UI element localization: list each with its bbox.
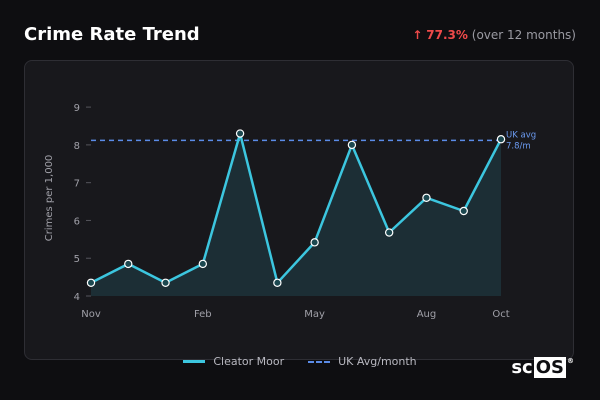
x-axis: Nov Feb May Aug Oct [81, 309, 509, 320]
data-point[interactable] [86, 278, 96, 287]
legend-label: Cleator Moor [213, 355, 285, 368]
uk-average-label: UK avg [506, 130, 536, 140]
legend-swatch-solid [183, 360, 206, 363]
y-tick-label: 6 [74, 216, 80, 227]
brand-logo: sc OS ® [511, 357, 574, 378]
brand-prefix: sc [511, 357, 533, 378]
brand-boxed: OS [533, 357, 566, 378]
data-point[interactable] [235, 129, 245, 138]
data-point[interactable] [422, 193, 431, 202]
data-point[interactable] [198, 259, 208, 269]
change-percent: 77.3% [426, 28, 468, 42]
y-tick-label: 8 [74, 141, 80, 152]
y-tick-label: 9 [74, 103, 80, 114]
x-tick-label: Aug [417, 309, 437, 320]
x-tick-label: May [304, 309, 325, 320]
data-point[interactable] [347, 140, 357, 150]
chart-panel [24, 60, 574, 360]
y-axis-label: Crimes per 1,000 [44, 155, 55, 242]
data-point[interactable] [273, 278, 282, 287]
change-period: (over 12 months) [471, 28, 576, 42]
y-tick-label: 4 [74, 292, 80, 303]
data-point[interactable] [496, 135, 506, 144]
change-indicator: ↑ 77.3% (over 12 months) [412, 28, 576, 42]
x-tick-label: Feb [194, 309, 212, 320]
data-point[interactable] [161, 278, 170, 287]
data-point[interactable] [384, 228, 394, 237]
uk-average-value-label: 7.8/m [506, 141, 531, 151]
x-tick-label: Nov [81, 309, 101, 320]
data-point[interactable] [310, 238, 319, 247]
series-area [91, 133, 501, 296]
registered-mark: ® [567, 357, 574, 365]
legend-item-cleator-moor[interactable]: Cleator Moor [183, 355, 284, 368]
data-point[interactable] [124, 259, 133, 269]
y-axis: 4 5 6 7 8 9 [74, 103, 91, 303]
up-arrow-icon: ↑ [412, 28, 423, 42]
legend-item-uk-average[interactable]: UK Avg/month [308, 355, 417, 368]
y-tick-label: 7 [74, 179, 80, 190]
series-line-cleator-moor [90, 132, 503, 285]
legend: Cleator Moor UK Avg/month [0, 355, 600, 368]
data-point[interactable] [459, 206, 468, 216]
x-tick-label: Oct [492, 309, 509, 320]
data-points [86, 129, 506, 287]
chart-title: Crime Rate Trend [24, 24, 200, 45]
legend-swatch-dashed [308, 360, 331, 363]
y-tick-label: 5 [74, 254, 80, 265]
legend-label: UK Avg/month [338, 355, 417, 368]
